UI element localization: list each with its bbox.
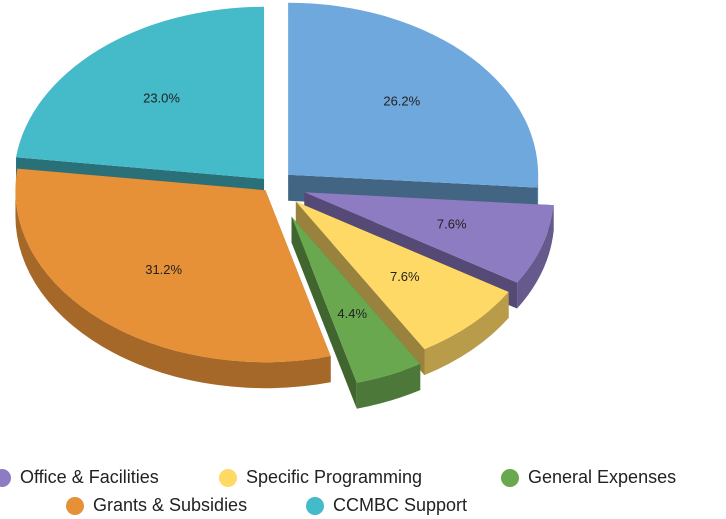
slice-side (356, 364, 421, 409)
legend-label: General Expenses (528, 467, 676, 487)
legend-label: Office & Facilities (20, 467, 159, 487)
slice-wall (291, 216, 357, 409)
slice (16, 6, 265, 179)
legend-label: Grants & Subsidies (93, 495, 247, 515)
slice-side (517, 205, 554, 309)
slice-wall (295, 201, 425, 376)
legend-label: Specific Programming (246, 467, 422, 487)
slice (304, 192, 554, 283)
legend-swatch (306, 497, 324, 515)
data-label: 31.2% (145, 262, 182, 277)
slice (288, 2, 539, 188)
slice-side (15, 190, 331, 389)
slice-side (537, 174, 539, 214)
data-label: 7.6% (437, 217, 467, 232)
data-label: 23.0% (143, 90, 180, 105)
slice (15, 168, 331, 363)
legend-swatch (501, 469, 519, 487)
slice-side (424, 291, 509, 376)
legend-swatch (219, 469, 237, 487)
data-label: 7.6% (390, 269, 420, 284)
legend-swatch (0, 469, 11, 487)
data-label: 4.4% (337, 306, 367, 321)
legend-swatch (66, 497, 84, 515)
slice (291, 216, 421, 383)
slice (295, 201, 509, 350)
data-label: 26.2% (383, 94, 420, 109)
legend-label: CCMBC Support (333, 495, 467, 515)
